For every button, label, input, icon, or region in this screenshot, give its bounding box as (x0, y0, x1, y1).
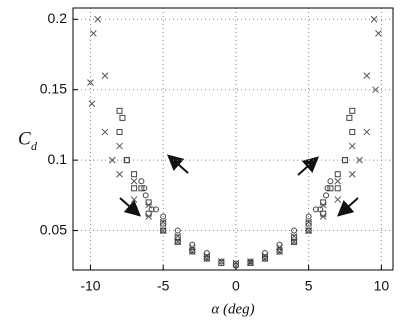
x-marker (94, 15, 102, 23)
x-marker (130, 196, 138, 203)
x-marker (88, 100, 96, 108)
circle-marker (148, 206, 155, 213)
x-marker (116, 170, 123, 178)
circle-marker (323, 192, 330, 199)
circle-marker (247, 258, 254, 265)
x-marker (101, 72, 109, 79)
circle-marker (218, 258, 225, 265)
circle-marker (276, 241, 283, 248)
square-marker (349, 128, 356, 135)
circle-marker (276, 248, 283, 255)
circle-marker (141, 185, 148, 192)
y-axis-label: C (18, 128, 31, 149)
x-tick-label: 5 (305, 278, 313, 294)
x-marker (375, 30, 382, 37)
x-axis-label: α (deg) (211, 301, 254, 317)
x-marker (108, 156, 116, 164)
square-marker (145, 199, 152, 206)
arrow (119, 197, 141, 217)
circle-marker (312, 206, 319, 213)
circle-marker (160, 227, 167, 234)
circle-marker (174, 227, 181, 234)
square-marker (334, 171, 341, 178)
square-marker (119, 114, 126, 121)
x-marker (116, 142, 123, 150)
circle-marker (305, 213, 312, 220)
circle-marker (203, 255, 210, 262)
square-marker (116, 128, 123, 135)
y-axis-label-subscript: d (31, 139, 38, 153)
x-marker (348, 170, 356, 178)
x-marker (130, 177, 138, 185)
x-marker (363, 128, 371, 136)
square-marker (346, 114, 353, 121)
x-marker (372, 86, 379, 94)
x-marker (370, 15, 378, 23)
square-marker (145, 210, 152, 217)
square-marker (291, 234, 298, 241)
circle-marker (262, 250, 268, 257)
circle-marker (232, 262, 239, 269)
x-marker (334, 196, 342, 203)
circle-marker (317, 206, 324, 213)
y-tick-label: 0.2 (48, 10, 68, 26)
circle-marker (327, 178, 334, 185)
x-tick-label: 10 (374, 278, 390, 294)
circle-marker (262, 255, 268, 262)
square-marker (327, 185, 334, 192)
y-tick-label: 0.1 (48, 151, 68, 167)
circle-marker (324, 185, 331, 192)
x-tick-label: 0 (232, 278, 240, 294)
arrow (337, 197, 359, 217)
x-marker (356, 156, 363, 164)
arrow (297, 156, 319, 176)
y-tick-label: 0.05 (40, 221, 67, 237)
circle-marker (189, 248, 196, 255)
circle-marker (291, 238, 298, 245)
x-tick-label: -10 (80, 278, 100, 294)
square-marker (131, 185, 138, 192)
square-marker (138, 185, 145, 192)
circle-marker (305, 227, 312, 234)
x-marker (363, 72, 371, 79)
square-marker (349, 107, 356, 114)
x-tick-label: -5 (157, 278, 170, 294)
x-marker (348, 142, 356, 150)
x-marker (334, 177, 342, 185)
square-marker (342, 157, 348, 164)
plot-frame (72, 7, 394, 271)
square-marker (320, 210, 327, 217)
circle-marker (160, 213, 167, 220)
circle-marker (189, 241, 196, 248)
circle-marker (138, 178, 145, 185)
y-tick-label: 0.15 (40, 80, 67, 96)
square-marker (334, 185, 341, 192)
square-marker (123, 157, 130, 164)
circle-marker (142, 192, 149, 199)
x-marker (90, 30, 97, 37)
square-marker (160, 220, 167, 227)
circle-marker (152, 206, 159, 213)
circle-marker (203, 250, 210, 257)
square-marker (320, 199, 327, 206)
square-marker (305, 220, 312, 227)
x-marker (101, 128, 109, 136)
circle-marker (174, 238, 181, 245)
square-marker (131, 171, 138, 178)
circle-marker (291, 227, 298, 234)
square-marker (174, 234, 181, 241)
arrow (167, 154, 189, 174)
square-marker (116, 107, 123, 114)
x-marker (87, 79, 94, 87)
